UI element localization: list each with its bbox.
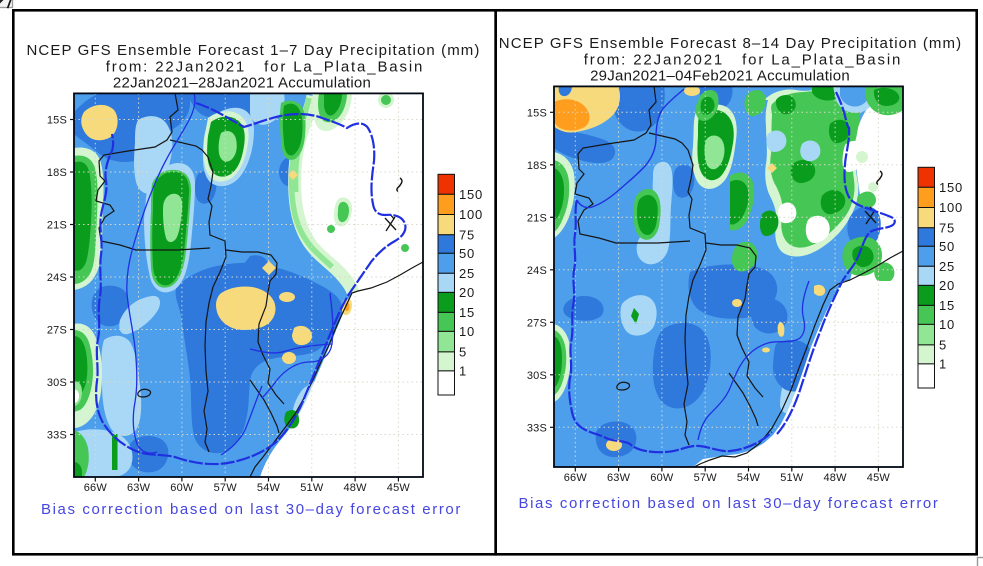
svg-text:75: 75 — [939, 220, 955, 235]
svg-text:1: 1 — [939, 356, 947, 371]
svg-text:66W: 66W — [84, 482, 108, 494]
svg-text:30S: 30S — [47, 377, 67, 389]
svg-text:21S: 21S — [527, 212, 547, 224]
svg-text:100: 100 — [939, 200, 963, 215]
svg-text:33S: 33S — [527, 422, 547, 434]
svg-text:20: 20 — [939, 278, 955, 293]
svg-text:50: 50 — [459, 246, 475, 261]
svg-text:21S: 21S — [47, 220, 67, 232]
svg-text:54W: 54W — [737, 472, 761, 484]
svg-text:10: 10 — [459, 324, 475, 339]
svg-text:60W: 60W — [170, 482, 194, 494]
svg-text:150: 150 — [459, 187, 483, 202]
svg-text:from: 22Jan2021 for La_Plata: from: 22Jan2021 for La_Plata_Basin — [106, 59, 424, 76]
svg-text:18S: 18S — [47, 167, 67, 179]
svg-text:24S: 24S — [527, 265, 547, 277]
svg-text:63W: 63W — [127, 482, 151, 494]
svg-text:NCEP GFS Ensemble Forecast 8–1: NCEP GFS Ensemble Forecast 8–14 Day Prec… — [499, 35, 962, 52]
svg-text:30S: 30S — [527, 370, 547, 382]
svg-text:24S: 24S — [47, 272, 67, 284]
svg-text:51W: 51W — [780, 472, 804, 484]
svg-text:18S: 18S — [527, 160, 547, 172]
svg-text:10: 10 — [939, 317, 955, 332]
svg-text:63W: 63W — [607, 472, 631, 484]
svg-text:29Jan2021–04Feb2021 Accumulati: 29Jan2021–04Feb2021 Accumulation — [590, 68, 850, 85]
svg-text:15: 15 — [939, 298, 955, 313]
svg-text:15S: 15S — [527, 107, 547, 119]
svg-text:50: 50 — [939, 239, 955, 254]
svg-text:60W: 60W — [650, 472, 674, 484]
svg-text:5: 5 — [459, 344, 467, 359]
svg-text:45W: 45W — [867, 472, 891, 484]
svg-text:NCEP GFS Ensemble Forecast 1–7: NCEP GFS Ensemble Forecast 1–7 Day Preci… — [27, 42, 481, 59]
svg-text:15: 15 — [459, 305, 475, 320]
svg-text:57W: 57W — [214, 482, 238, 494]
svg-text:25: 25 — [939, 259, 955, 274]
svg-text:150: 150 — [939, 180, 963, 195]
svg-text:1: 1 — [459, 363, 467, 378]
svg-text:20: 20 — [459, 285, 475, 300]
svg-text:27S: 27S — [47, 325, 67, 337]
svg-text:100: 100 — [459, 207, 483, 222]
svg-text:22Jan2021–28Jan2021 Accumulati: 22Jan2021–28Jan2021 Accumulation — [113, 75, 371, 92]
svg-text:48W: 48W — [343, 482, 367, 494]
svg-text:54W: 54W — [257, 482, 281, 494]
svg-text:15S: 15S — [47, 115, 67, 127]
svg-text:Bias correction based on last: Bias correction based on last 30–day for… — [519, 495, 940, 512]
svg-text:5: 5 — [939, 337, 947, 352]
svg-text:48W: 48W — [823, 472, 847, 484]
svg-text:33S: 33S — [47, 430, 67, 442]
svg-text:51W: 51W — [300, 482, 324, 494]
svg-text:Bias correction based on last: Bias correction based on last 30–day for… — [41, 501, 462, 518]
svg-text:66W: 66W — [564, 472, 588, 484]
svg-text:45W: 45W — [387, 482, 411, 494]
svg-text:27S: 27S — [527, 317, 547, 329]
svg-text:75: 75 — [459, 227, 475, 242]
svg-text:25: 25 — [459, 266, 475, 281]
svg-text:from: 22Jan2021 for La_Plata: from: 22Jan2021 for La_Plata_Basin — [584, 52, 902, 69]
svg-text:57W: 57W — [694, 472, 718, 484]
